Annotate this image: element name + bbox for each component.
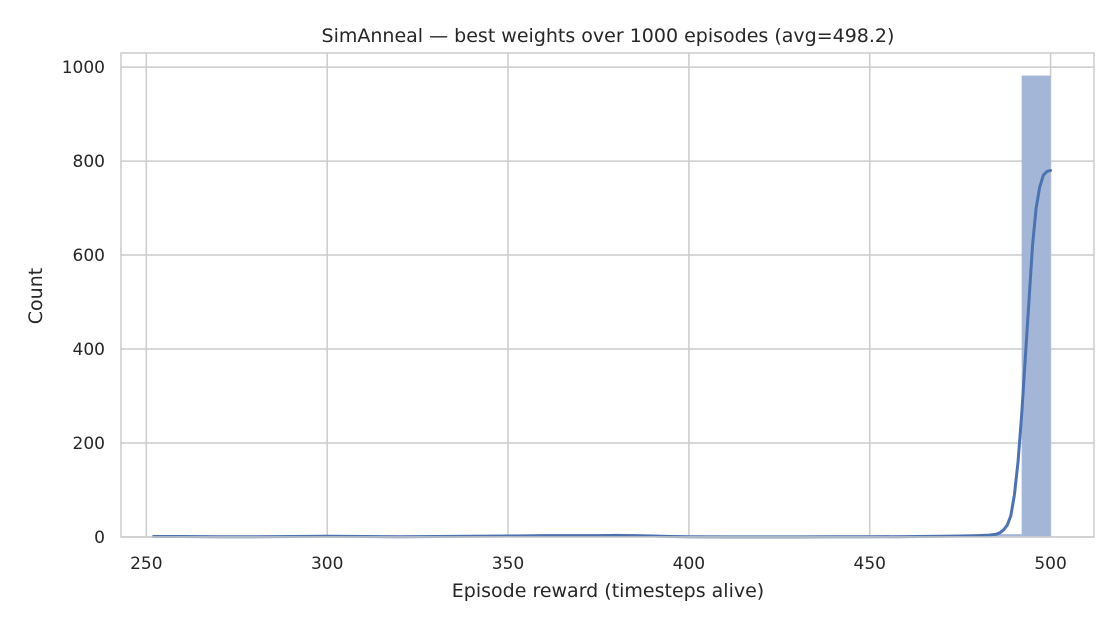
histogram-bar — [992, 534, 1022, 537]
plot-frame — [120, 52, 1095, 538]
x-tick-label: 350 — [492, 554, 524, 574]
x-tick-label: 450 — [854, 554, 886, 574]
y-tick-label: 200 — [73, 434, 105, 454]
grid — [121, 53, 1094, 538]
x-tick-label: 300 — [311, 554, 343, 574]
x-axis-label: Episode reward (timesteps alive) — [452, 580, 764, 602]
x-tick-label: 250 — [130, 554, 162, 574]
x-tick-labels: 250 300 350 400 450 500 — [130, 554, 1067, 574]
kde-curve — [152, 168, 1053, 539]
y-tick-label: 0 — [94, 528, 105, 548]
y-tick-label: 800 — [73, 152, 105, 172]
histogram-bar — [1021, 75, 1051, 538]
x-tick-label: 400 — [673, 554, 705, 574]
y-tick-label: 400 — [73, 340, 105, 360]
y-tick-label: 1000 — [62, 58, 105, 78]
y-axis-label: Count — [25, 268, 47, 324]
chart-title: SimAnneal — best weights over 1000 episo… — [322, 25, 895, 47]
y-tick-label: 600 — [73, 246, 105, 266]
histogram-bars — [153, 75, 1051, 538]
x-tick-label: 500 — [1034, 554, 1066, 574]
y-tick-labels: 0 200 400 600 800 1000 — [62, 58, 105, 548]
